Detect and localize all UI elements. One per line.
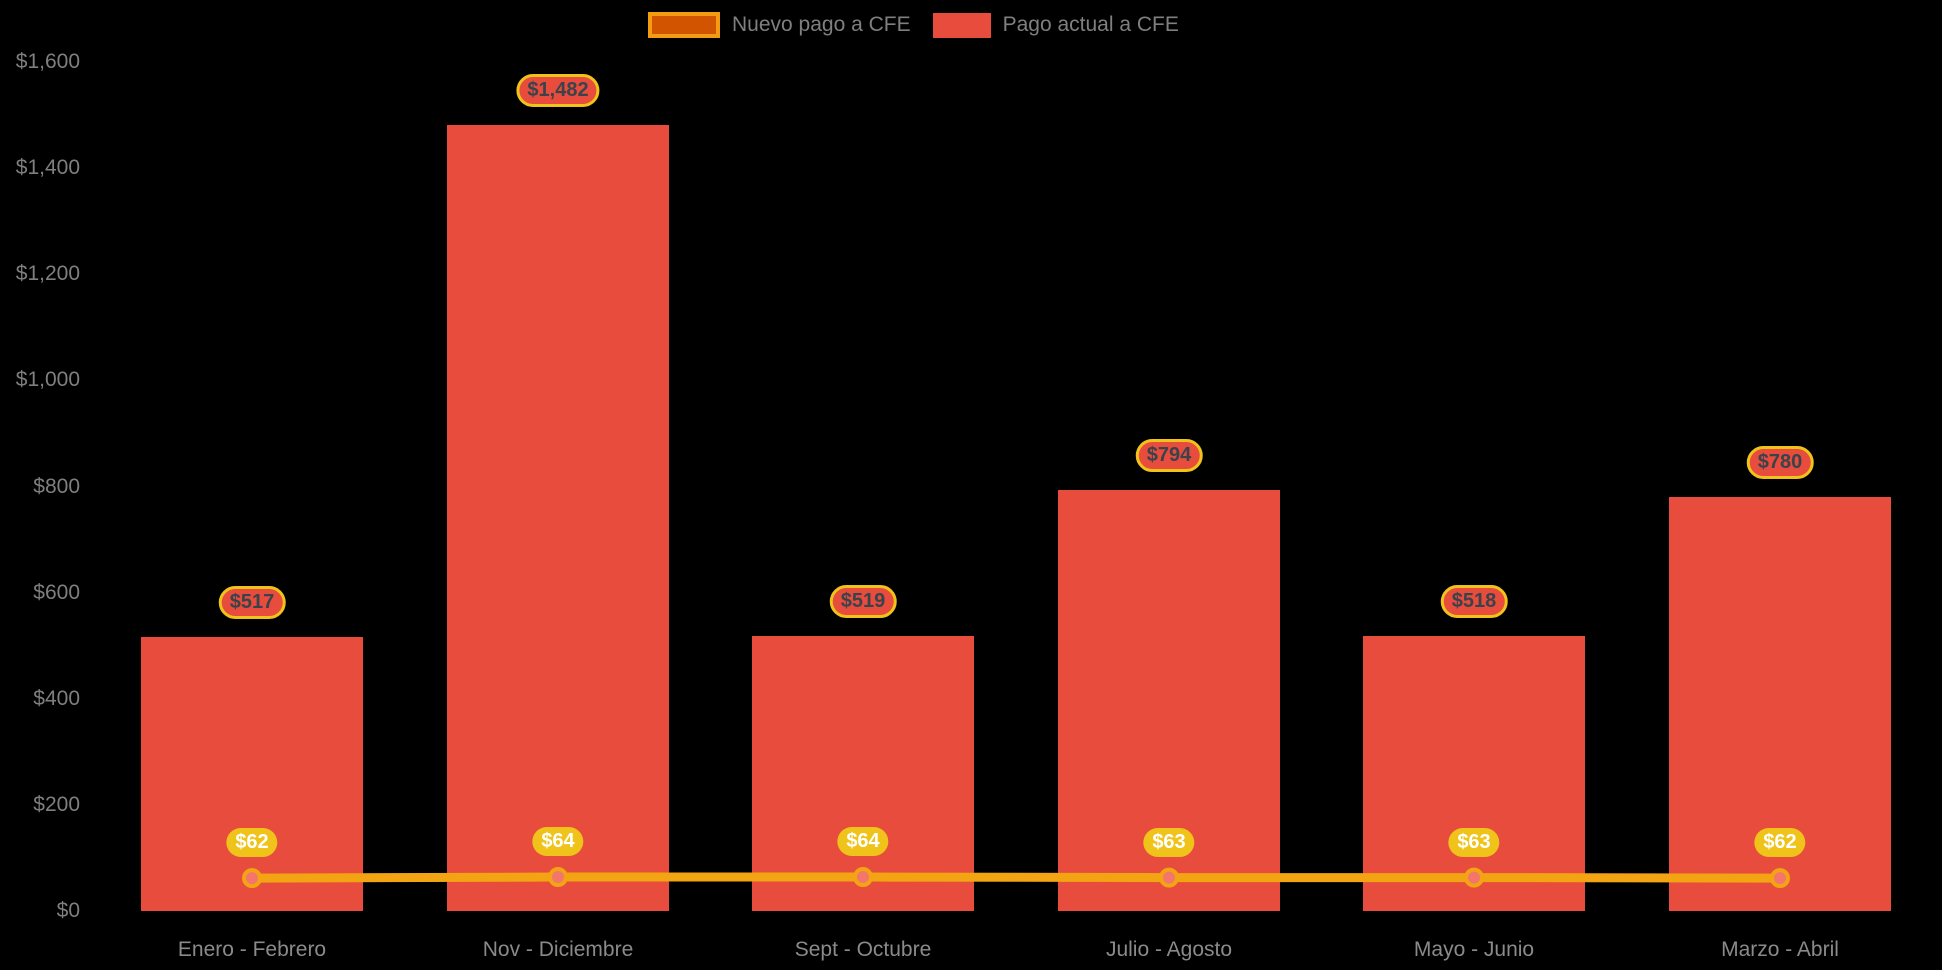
legend-label-nuevo-pago: Nuevo pago a CFE [732,13,911,36]
line-point[interactable] [1159,867,1179,888]
x-axis-label: Mayo - Junio [1413,938,1535,961]
chart-legend: Nuevo pago a CFE Pago actual a CFE [648,12,1179,38]
line-point[interactable] [853,867,873,888]
legend-swatch-pago-actual [932,12,991,38]
y-tick-label: $1,000 [15,368,80,392]
x-axis-label: Marzo - Abril [1721,938,1839,961]
y-tick-label: $1,400 [15,156,80,180]
bar-value-badge: $1,482 [516,73,600,107]
bar-value-badge: $519 [829,584,897,618]
y-tick-label: $200 [33,792,80,816]
bar-value-badge: $794 [1135,438,1203,472]
line-point[interactable] [548,867,568,888]
x-axis-label: Nov - Diciembre [482,938,634,961]
bar-value-badge: $780 [1746,446,1814,480]
line-value-badge: $63 [1143,827,1195,857]
bar-pago-actual[interactable] [1363,636,1585,911]
y-tick-label: $0 [56,899,80,922]
y-tick-label: $1,600 [15,50,80,73]
bar-pago-actual[interactable] [752,635,974,911]
legend-swatch-nuevo-pago [648,12,720,38]
line-value-badge: $62 [1754,828,1806,858]
y-tick-label: $400 [33,686,80,710]
bar-value-badge: $518 [1440,585,1508,619]
bar-pago-actual[interactable] [141,636,363,911]
legend-label-pago-actual: Pago actual a CFE [1002,13,1179,36]
line-point[interactable] [242,868,262,889]
x-axis-label: Enero - Febrero [177,938,327,961]
legend-item-nuevo-pago[interactable]: Nuevo pago a CFE [648,12,911,38]
line-value-badge: $62 [226,828,278,858]
bar-value-badge: $517 [218,585,286,619]
y-tick-label: $1,200 [15,262,80,286]
bar-pago-actual[interactable] [447,124,669,911]
y-tick-label: $800 [33,474,80,498]
line-value-badge: $64 [532,827,584,857]
x-axis-label: Sept - Octubre [794,938,932,961]
line-point[interactable] [1464,867,1484,888]
line-value-badge: $63 [1448,827,1500,857]
line-value-badge: $64 [837,827,889,857]
y-tick-label: $600 [33,580,80,604]
x-axis-label: Julio - Agosto [1105,938,1233,961]
legend-item-pago-actual[interactable]: Pago actual a CFE [932,12,1179,38]
line-point[interactable] [1770,868,1790,889]
